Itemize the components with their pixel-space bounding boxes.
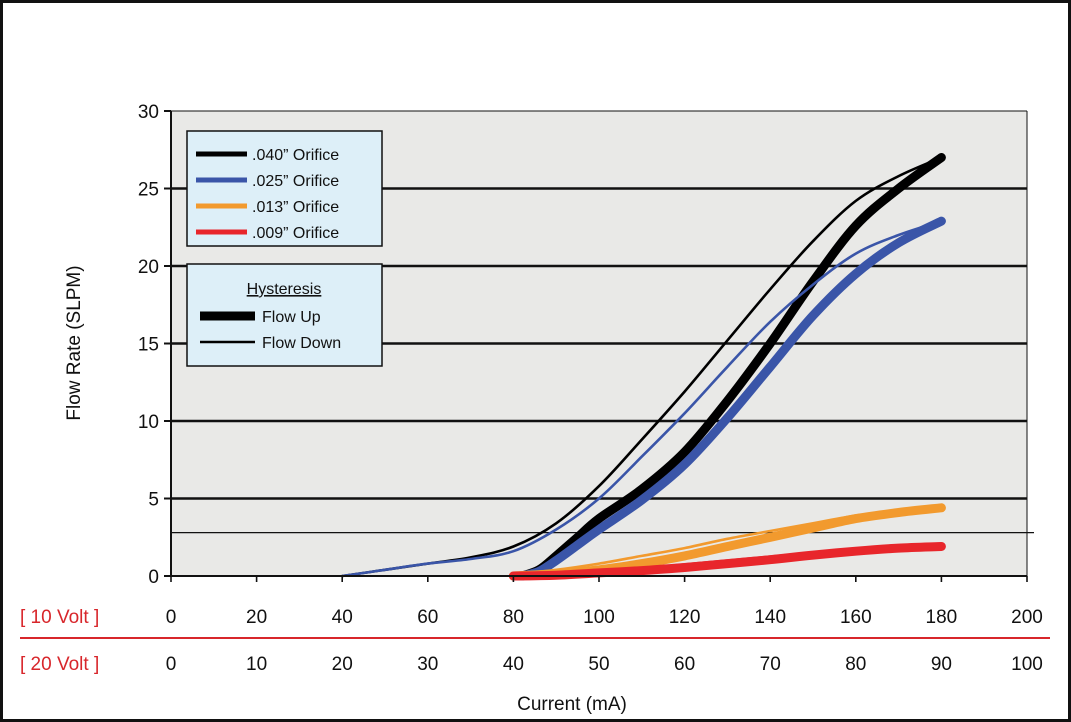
y-tick-labels: 0 5 10 15 20 25 30 <box>138 102 159 588</box>
voltage-scale-0-tick-10: 200 <box>1011 607 1043 628</box>
orifice-legend-label-2: .013” Orifice <box>252 199 339 216</box>
axes <box>164 110 1028 582</box>
voltage-scale-0-tick-0: 0 <box>166 607 177 628</box>
voltage-scale-0-tick-6: 120 <box>669 607 701 628</box>
orifice-legend-label-0: .040” Orifice <box>252 147 339 164</box>
series-line-6-up <box>508 542 946 581</box>
series-line-2-up <box>517 216 946 581</box>
y-tick-label-30: 30 <box>138 102 159 123</box>
voltage-scale-1-tick-2: 20 <box>332 654 353 675</box>
orifice-legend-label-1: .025” Orifice <box>252 173 339 190</box>
voltage-scale-1-tick-7: 70 <box>760 654 781 675</box>
x-axis-label: Current (mA) <box>517 694 627 715</box>
voltage-scale-1-tick-4: 40 <box>503 654 524 675</box>
voltage-scale-1-tick-8: 80 <box>845 654 866 675</box>
orifice-legend: .040” Orifice .025” Orifice .013” Orifice.… <box>186 130 383 247</box>
orifice-legend-label-3: .009” Orifice <box>252 225 339 242</box>
y-axis-label: Flow Rate (SLPM) <box>64 265 85 420</box>
voltage-scale-0-tick-4: 80 <box>503 607 524 628</box>
voltage-scale-label-1: [ 20 Volt ] <box>20 654 99 675</box>
voltage-scales: [ 10 Volt ] 0 20 40 60 80 100 120 140 160 180 200[ … <box>20 607 1050 675</box>
voltage-scale-1-tick-10: 100 <box>1011 654 1043 675</box>
voltage-scale-0-tick-8: 160 <box>840 607 872 628</box>
y-tick-label-10: 10 <box>138 412 159 433</box>
voltage-scale-0-tick-1: 20 <box>246 607 267 628</box>
voltage-scale-0-tick-9: 180 <box>926 607 958 628</box>
voltage-scale-1-tick-6: 60 <box>674 654 695 675</box>
voltage-scale-label-0: [ 10 Volt ] <box>20 607 99 628</box>
voltage-scale-0-tick-3: 60 <box>417 607 438 628</box>
orifice-legend-box <box>186 130 383 247</box>
y-tick-label-15: 15 <box>138 335 159 356</box>
series-line-5-down <box>512 506 943 576</box>
y-tick-label-0: 0 <box>148 567 159 588</box>
voltage-scale-0-tick-2: 40 <box>332 607 353 628</box>
series-line-7-down <box>512 545 943 577</box>
series-lines <box>340 153 946 581</box>
voltage-scale-1-tick-9: 90 <box>931 654 952 675</box>
hysteresis-legend: Hysteresis Flow Up Flow Down <box>186 263 383 367</box>
hysteresis-legend-label-1: Flow Down <box>262 335 341 352</box>
voltage-scale-1-tick-0: 0 <box>166 654 177 675</box>
voltage-scale-1-tick-3: 30 <box>417 654 438 675</box>
y-tick-label-20: 20 <box>138 257 159 278</box>
y-tick-label-5: 5 <box>148 490 159 511</box>
voltage-scale-1-tick-1: 10 <box>246 654 267 675</box>
hysteresis-legend-title: Hysteresis <box>247 281 322 298</box>
voltage-scale-1-tick-5: 50 <box>588 654 609 675</box>
y-tick-label-25: 25 <box>138 180 159 201</box>
voltage-scale-0-tick-5: 100 <box>583 607 615 628</box>
voltage-scale-0-tick-7: 140 <box>754 607 786 628</box>
hysteresis-legend-label-0: Flow Up <box>262 309 321 326</box>
series-line-3-down <box>340 219 943 578</box>
